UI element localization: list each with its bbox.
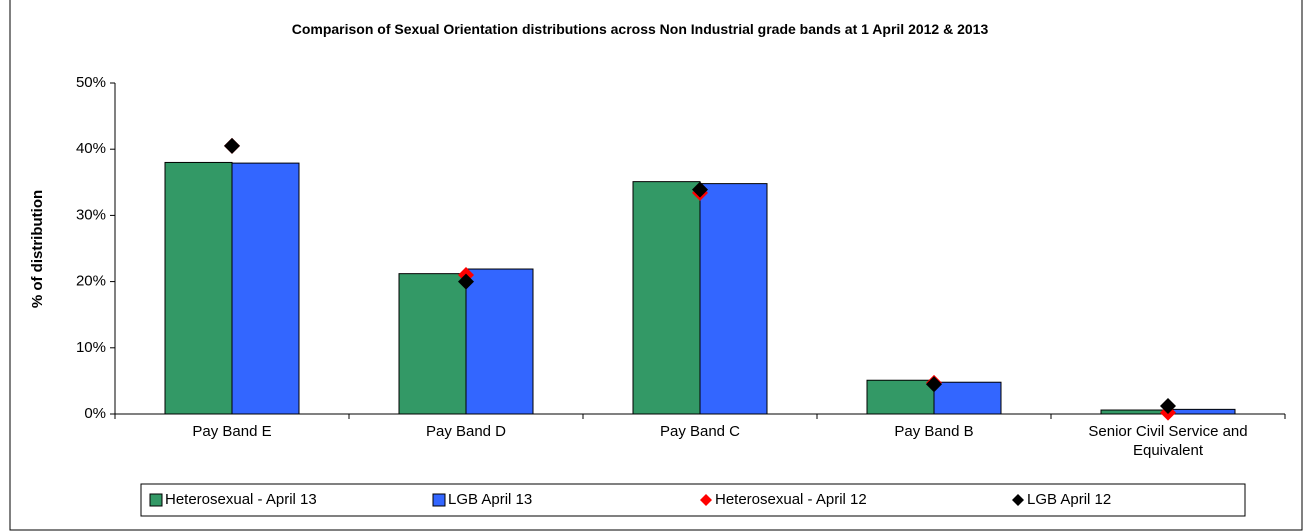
marker [926, 376, 942, 393]
marker [224, 137, 240, 154]
bar [465, 268, 534, 415]
chart-title: Comparison of Sexual Orientation distrib… [291, 21, 989, 37]
bar [866, 379, 935, 415]
legend-label: Heterosexual - April 13 [165, 491, 317, 508]
bar [632, 181, 701, 415]
legend-swatch [700, 494, 712, 506]
bar [933, 381, 1002, 415]
x-tick-label: Senior Civil Service and Equivalent [1088, 423, 1248, 459]
marker [458, 273, 474, 290]
x-tick-label: Pay Band B [894, 423, 974, 440]
x-tick-label: Pay Band C [659, 423, 741, 440]
marker [1160, 398, 1176, 415]
marker [692, 181, 708, 198]
legend-label: LGB April 13 [448, 491, 532, 508]
y-tick-label: 20% [76, 273, 106, 290]
bar [231, 162, 300, 415]
bar [699, 183, 768, 415]
legend-swatch [432, 493, 446, 507]
y-axis-label: % of distribution [29, 190, 46, 308]
bar [398, 273, 467, 415]
legend-label: Heterosexual - April 12 [715, 491, 867, 508]
y-tick-label: 30% [76, 206, 106, 223]
y-tick-label: 0% [84, 405, 106, 422]
y-tick-label: 10% [76, 339, 106, 356]
legend-swatch [1012, 494, 1024, 506]
legend-label: LGB April 12 [1027, 491, 1111, 508]
legend-swatch [149, 493, 163, 507]
chart-border [9, 0, 1303, 531]
bar [1167, 408, 1236, 415]
y-tick-label: 40% [76, 140, 106, 157]
legend-box [140, 483, 1246, 517]
bar [1100, 409, 1169, 415]
x-tick-label: Pay Band E [192, 423, 272, 440]
bar [164, 161, 233, 415]
y-tick-label: 50% [76, 74, 106, 91]
x-tick-label: Pay Band D [425, 423, 507, 440]
